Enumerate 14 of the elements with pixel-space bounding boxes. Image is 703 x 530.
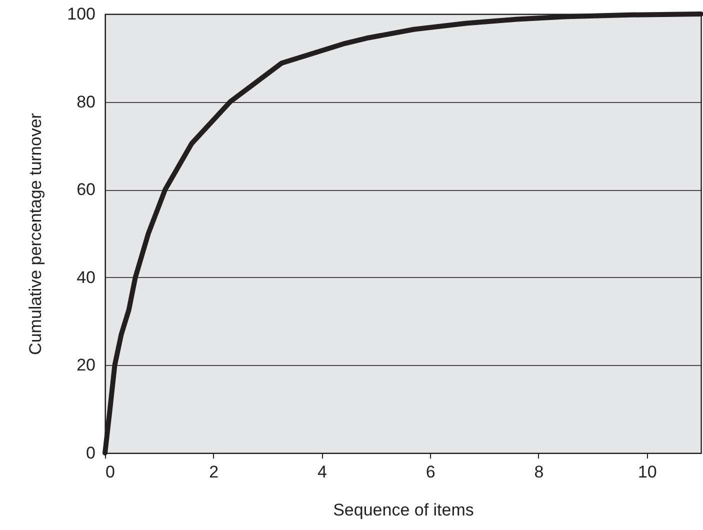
x-tick-label: 4 <box>317 462 327 482</box>
x-axis-title: Sequence of items <box>333 500 474 520</box>
x-tick-label: 0 <box>106 462 115 482</box>
x-tick-label: 6 <box>426 462 436 482</box>
x-tick-label: 8 <box>534 462 544 482</box>
y-tick-label: 0 <box>86 444 96 462</box>
y-tick-label: 80 <box>76 92 96 112</box>
y-tick-label: 20 <box>76 356 96 375</box>
y-tick-label: 40 <box>76 268 96 287</box>
x-tick-label: 10 <box>638 462 657 482</box>
y-axis-title: Cumulative percentage turnover <box>26 112 46 355</box>
x-tick-label: 2 <box>209 462 219 482</box>
y-tick-label: 60 <box>76 180 96 200</box>
y-tick-label: 100 <box>67 4 96 24</box>
